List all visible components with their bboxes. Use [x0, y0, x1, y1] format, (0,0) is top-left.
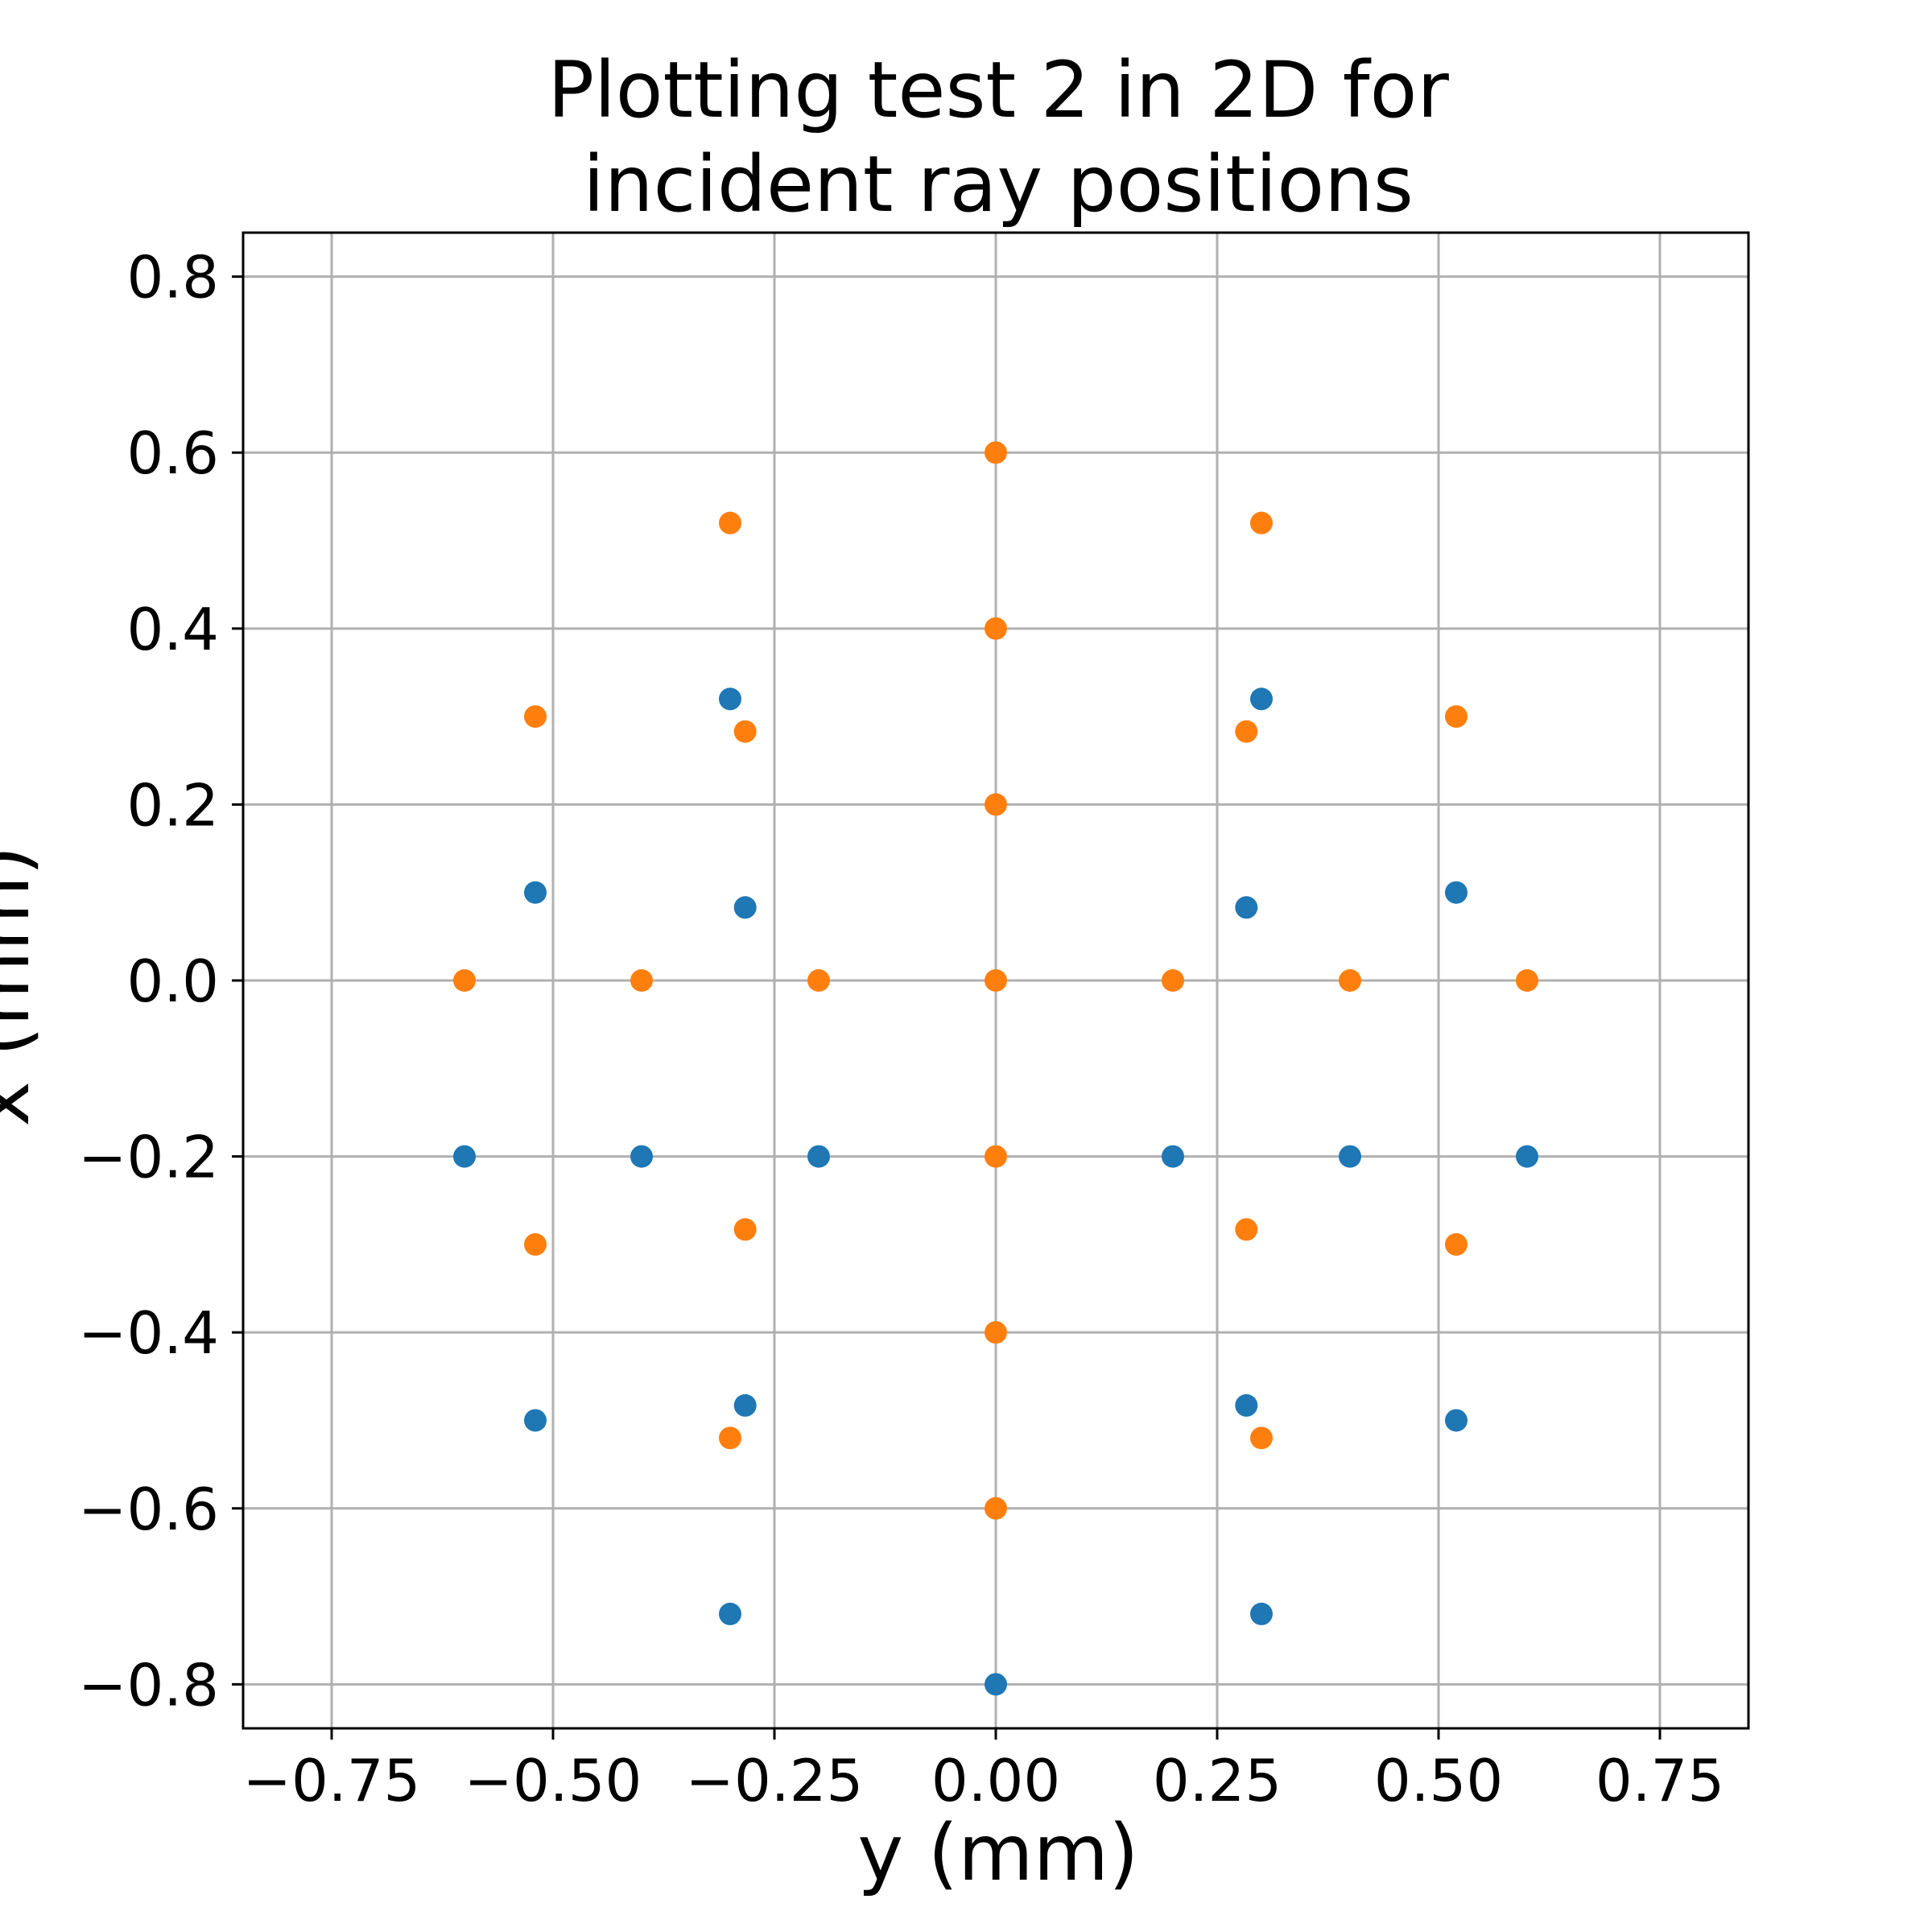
x-axis-label: y (mm)	[857, 1808, 1138, 1898]
data-point-series-2	[630, 969, 653, 992]
data-point-series-2	[1445, 705, 1468, 729]
data-point-series-1	[985, 1673, 1007, 1696]
data-point-series-2	[1516, 969, 1538, 992]
data-point-series-1	[453, 1145, 476, 1168]
data-point-series-1	[733, 896, 757, 919]
data-point-series-2	[985, 1496, 1007, 1520]
data-point-series-1	[1445, 1409, 1468, 1432]
data-point-series-2	[985, 1321, 1007, 1344]
data-point-series-1	[630, 1145, 653, 1168]
chart-title-line-2: incident ray positions	[583, 139, 1414, 229]
data-points	[453, 441, 1538, 1696]
data-point-series-2	[1250, 511, 1273, 535]
y-tick-label: 0.2	[126, 771, 219, 839]
data-point-series-2	[1162, 969, 1184, 992]
data-point-series-2	[985, 1145, 1007, 1168]
x-tick-label: 0.00	[931, 1747, 1060, 1814]
y-tick-label: 0.0	[126, 947, 219, 1015]
data-point-series-1	[719, 1602, 741, 1625]
y-tick-label: −0.8	[78, 1651, 219, 1719]
data-point-series-2	[1250, 1426, 1273, 1450]
data-point-series-1	[1162, 1145, 1184, 1168]
data-point-series-1	[1445, 881, 1468, 904]
x-tick-label: −0.50	[464, 1747, 642, 1814]
data-point-series-2	[453, 969, 476, 992]
data-point-series-1	[719, 687, 741, 711]
y-tick-label: −0.4	[78, 1299, 219, 1367]
chart-title-line-1: Plotting test 2 in 2D for	[547, 45, 1449, 135]
data-point-series-2	[985, 617, 1007, 640]
y-tick-label: −0.6	[78, 1476, 219, 1543]
data-point-series-1	[1516, 1145, 1538, 1168]
data-point-series-2	[807, 969, 830, 992]
y-axis-label: x (mm)	[0, 845, 47, 1126]
data-point-series-2	[1235, 720, 1258, 743]
data-point-series-1	[807, 1145, 830, 1168]
x-tick-label: 0.75	[1596, 1747, 1724, 1814]
data-point-series-1	[1235, 1393, 1258, 1417]
y-tick-label: 0.4	[126, 596, 219, 663]
y-tick-label: 0.8	[126, 244, 219, 312]
data-point-series-2	[524, 705, 547, 729]
data-point-series-1	[524, 1409, 547, 1432]
x-tick-label: −0.25	[686, 1747, 864, 1814]
data-point-series-2	[733, 720, 757, 743]
data-point-series-2	[1235, 1218, 1258, 1241]
y-tick-label: 0.6	[126, 419, 219, 487]
data-point-series-1	[733, 1393, 757, 1417]
data-point-series-2	[733, 1218, 757, 1241]
data-point-series-2	[1445, 1232, 1468, 1256]
data-point-series-1	[1250, 687, 1273, 711]
data-point-series-2	[985, 441, 1007, 464]
x-tick-label: 0.25	[1153, 1747, 1282, 1814]
data-point-series-2	[524, 1232, 547, 1256]
data-point-series-2	[985, 969, 1007, 992]
x-tick-label: −0.75	[243, 1747, 421, 1814]
data-point-series-1	[1250, 1602, 1273, 1625]
data-point-series-2	[719, 1426, 741, 1450]
data-point-series-2	[1339, 969, 1361, 992]
data-point-series-1	[1339, 1145, 1361, 1168]
axis-ticks: −0.75 −0.50 −0.25 0.00 0.25 0.50 0.75 −0.8 −0.6 −…	[78, 244, 1724, 1814]
data-point-series-1	[524, 881, 547, 904]
y-tick-label: −0.2	[78, 1124, 219, 1191]
x-tick-label: 0.50	[1374, 1747, 1503, 1814]
plot-frame	[242, 231, 1750, 1730]
data-point-series-2	[719, 511, 741, 535]
data-point-series-1	[1235, 896, 1258, 919]
data-point-series-2	[985, 793, 1007, 816]
